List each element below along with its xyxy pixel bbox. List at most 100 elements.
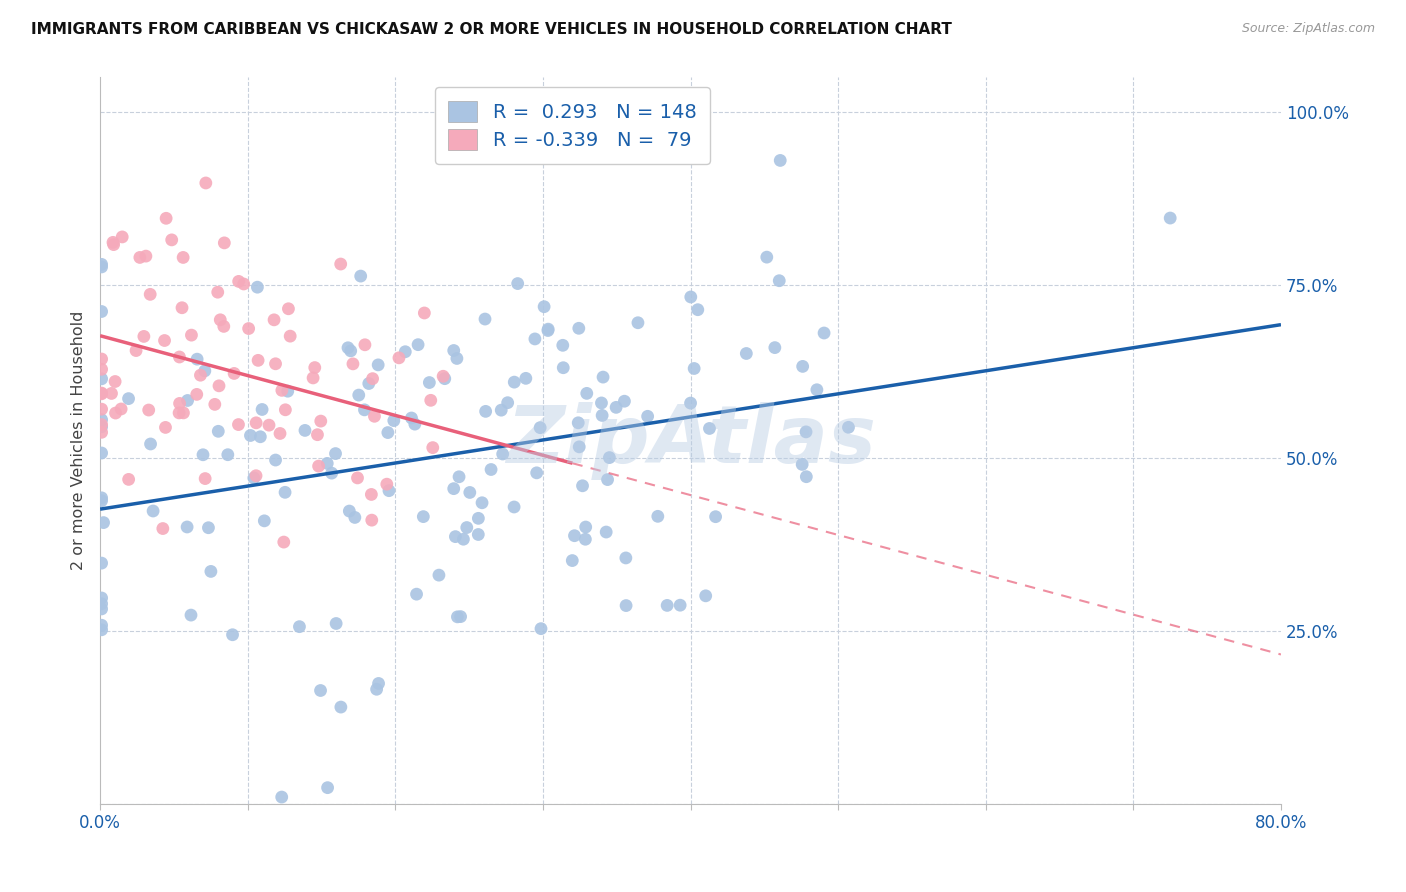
Point	[104, 375, 127, 389]
Point	[537, 322, 560, 336]
Point	[657, 599, 679, 613]
Point	[294, 424, 316, 438]
Point	[699, 421, 721, 435]
Point	[605, 401, 627, 415]
Point	[228, 417, 250, 432]
Point	[257, 418, 280, 433]
Point	[433, 372, 456, 386]
Point	[444, 530, 467, 544]
Point	[561, 553, 583, 567]
Point	[353, 402, 375, 417]
Point	[467, 527, 489, 541]
Point	[90, 351, 112, 366]
Point	[432, 369, 454, 384]
Point	[523, 332, 546, 346]
Point	[350, 269, 373, 284]
Point	[263, 313, 285, 327]
Point	[117, 392, 139, 406]
Point	[446, 610, 468, 624]
Point	[614, 599, 637, 613]
Point	[456, 520, 478, 534]
Point	[329, 257, 352, 271]
Point	[308, 459, 330, 474]
Point	[176, 520, 198, 534]
Point	[418, 376, 440, 390]
Point	[553, 360, 575, 375]
Point	[367, 676, 389, 690]
Point	[443, 343, 465, 358]
Point	[207, 425, 229, 439]
Point	[592, 370, 614, 384]
Point	[221, 628, 243, 642]
Point	[139, 287, 162, 301]
Point	[794, 425, 817, 439]
Point	[194, 176, 217, 190]
Point	[768, 274, 790, 288]
Point	[679, 396, 702, 410]
Point	[90, 413, 112, 427]
Point	[245, 416, 267, 430]
Point	[238, 321, 260, 335]
Point	[316, 456, 339, 470]
Point	[245, 468, 267, 483]
Point	[337, 504, 360, 518]
Point	[209, 313, 232, 327]
Point	[90, 260, 112, 274]
Point	[515, 371, 537, 385]
Point	[474, 404, 496, 418]
Point	[769, 153, 792, 168]
Point	[567, 416, 589, 430]
Point	[794, 469, 817, 483]
Point	[212, 319, 235, 334]
Point	[90, 618, 112, 632]
Point	[278, 329, 301, 343]
Point	[443, 482, 465, 496]
Point	[695, 589, 717, 603]
Point	[90, 623, 112, 637]
Point	[1159, 211, 1181, 225]
Point	[90, 602, 112, 616]
Point	[503, 375, 526, 389]
Point	[361, 371, 384, 385]
Point	[704, 509, 727, 524]
Point	[533, 300, 555, 314]
Point	[100, 386, 122, 401]
Point	[169, 350, 191, 364]
Point	[669, 598, 692, 612]
Point	[343, 510, 366, 524]
Point	[837, 420, 859, 434]
Text: IMMIGRANTS FROM CARIBBEAN VS CHICKASAW 2 OR MORE VEHICLES IN HOUSEHOLD CORRELATI: IMMIGRANTS FROM CARIBBEAN VS CHICKASAW 2…	[31, 22, 952, 37]
Point	[155, 211, 177, 226]
Point	[551, 338, 574, 352]
Point	[575, 386, 598, 401]
Point	[160, 233, 183, 247]
Point	[90, 446, 112, 460]
Point	[575, 520, 598, 534]
Point	[104, 406, 127, 420]
Point	[172, 406, 194, 420]
Point	[530, 622, 553, 636]
Point	[264, 357, 287, 371]
Point	[250, 402, 273, 417]
Point	[270, 384, 292, 398]
Point	[316, 780, 339, 795]
Point	[679, 290, 702, 304]
Point	[357, 376, 380, 391]
Point	[288, 620, 311, 634]
Point	[450, 609, 472, 624]
Point	[90, 362, 112, 376]
Point	[763, 341, 786, 355]
Point	[471, 496, 494, 510]
Point	[90, 386, 112, 401]
Point	[427, 568, 450, 582]
Point	[167, 406, 190, 420]
Point	[571, 479, 593, 493]
Point	[637, 409, 659, 424]
Point	[132, 329, 155, 343]
Point	[253, 514, 276, 528]
Point	[595, 524, 617, 539]
Point	[378, 483, 401, 498]
Point	[90, 372, 112, 386]
Point	[128, 251, 150, 265]
Point	[792, 359, 814, 374]
